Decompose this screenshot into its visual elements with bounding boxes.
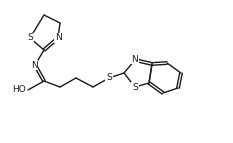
- Text: S: S: [27, 33, 33, 42]
- Text: N: N: [31, 60, 37, 69]
- Text: N: N: [132, 54, 138, 63]
- Text: S: S: [132, 83, 138, 92]
- Text: N: N: [55, 33, 61, 42]
- Text: HO: HO: [12, 86, 26, 95]
- Text: S: S: [106, 74, 112, 83]
